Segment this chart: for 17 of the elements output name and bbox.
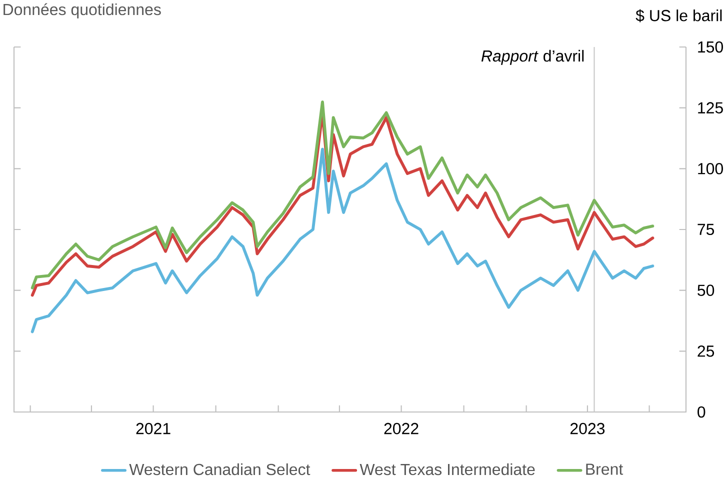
legend-label: West Texas Intermediate bbox=[360, 463, 535, 476]
y-tick-label: 150 bbox=[698, 41, 723, 53]
ref-line-label: Rapport d’avril bbox=[481, 50, 584, 65]
y-tick-label: 75 bbox=[698, 224, 714, 236]
y-tick-label: 0 bbox=[698, 406, 706, 418]
y-axis-title: $ US le baril bbox=[636, 9, 722, 22]
x-tick-label: 2022 bbox=[384, 422, 418, 434]
y-tick-label: 100 bbox=[698, 163, 723, 174]
legend-label: Western Canadian Select bbox=[129, 463, 310, 476]
x-tick-label: 2021 bbox=[136, 422, 170, 434]
x-tick-label: 2023 bbox=[570, 422, 605, 434]
y-tick-label: 50 bbox=[698, 284, 714, 296]
y-tick-label: 125 bbox=[698, 102, 723, 114]
text: Données quotidiennes bbox=[4, 3, 161, 18]
y-tick-label: 25 bbox=[698, 345, 714, 357]
line-series bbox=[30, 148, 654, 334]
legend-label: Brent bbox=[586, 464, 624, 475]
